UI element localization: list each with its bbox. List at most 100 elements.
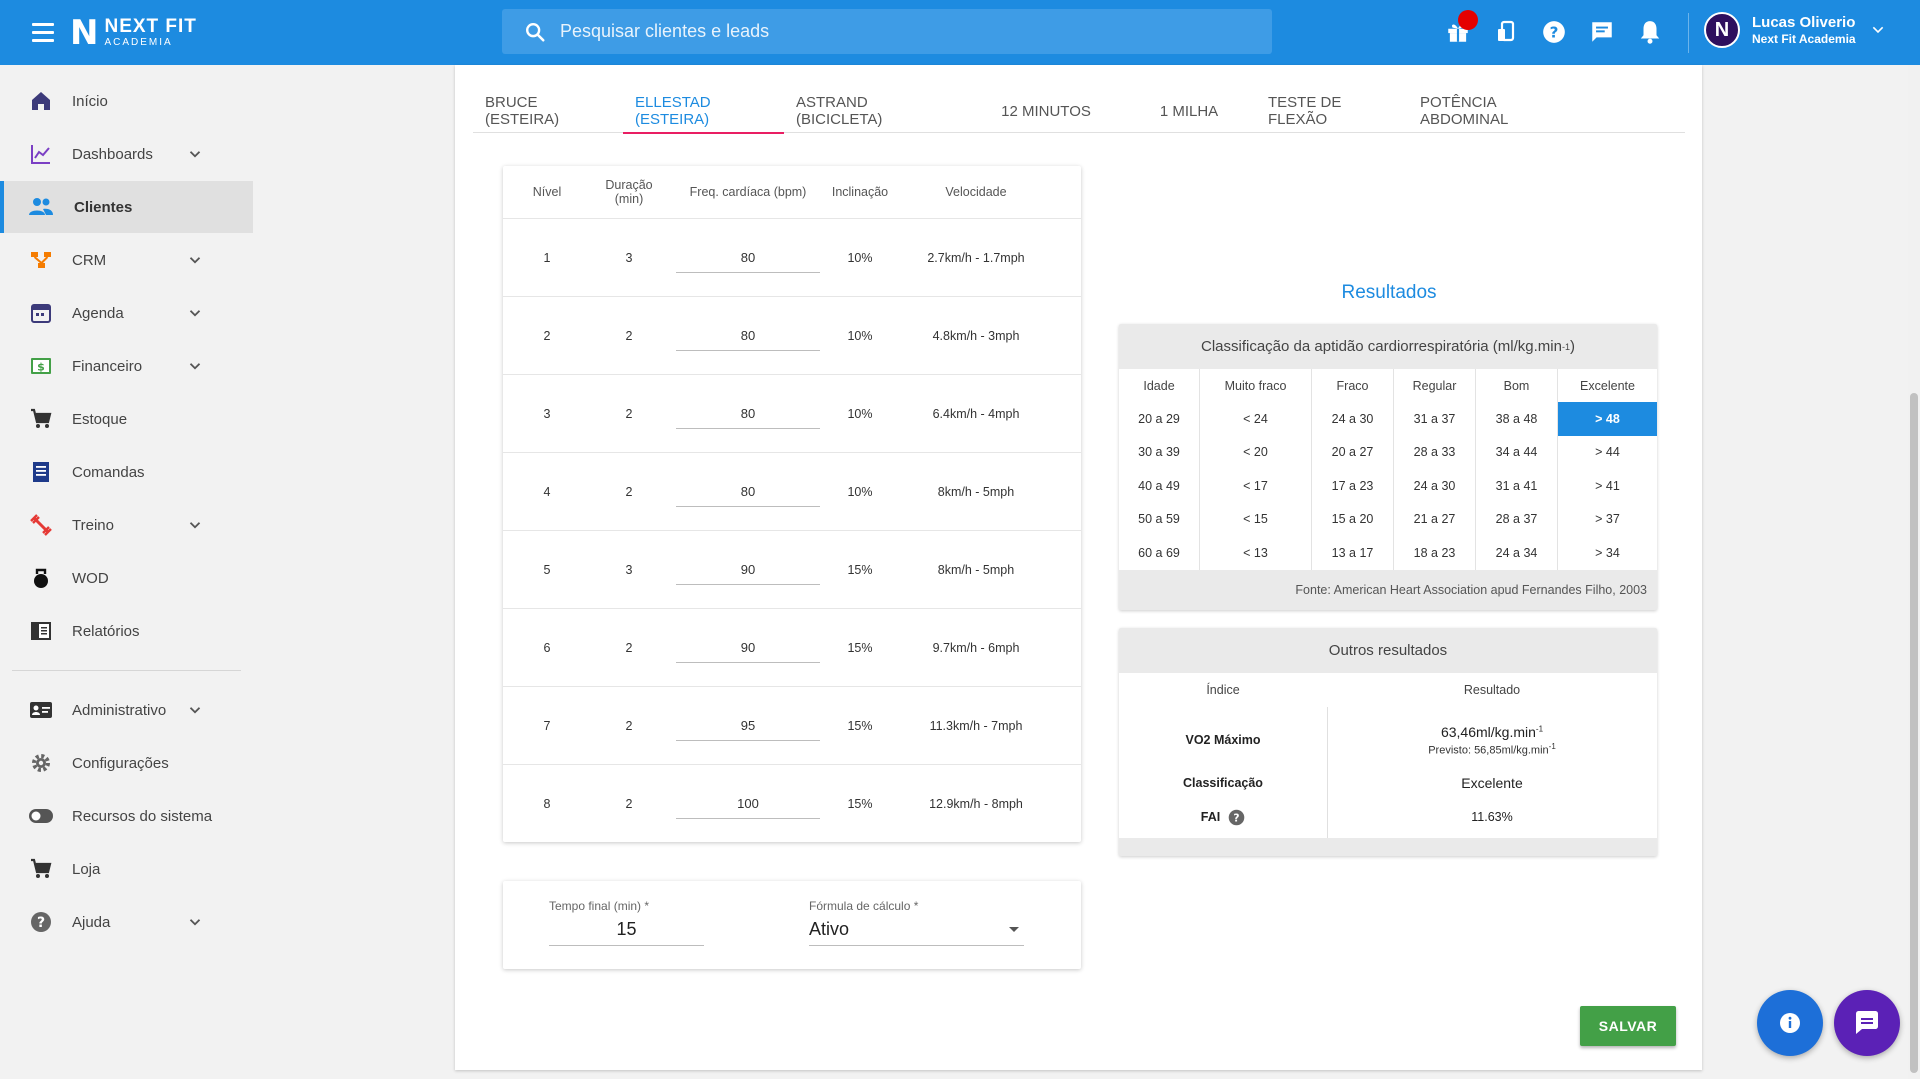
sidebar-item-treino[interactable]: Treino xyxy=(0,499,253,551)
tab-12-minutos[interactable]: 12 MINUTOS xyxy=(1001,102,1091,120)
other-results-panel: Outros resultados Índice Resultado VO2 M… xyxy=(1119,628,1657,856)
sidebar-item-label: WOD xyxy=(72,569,109,587)
sidebar-item-relatorios[interactable]: Relatórios xyxy=(0,605,253,657)
search-input[interactable] xyxy=(560,21,1210,42)
sidebar-item-inicio[interactable]: Início xyxy=(0,75,253,127)
heart-rate-input[interactable] xyxy=(676,320,820,351)
save-button[interactable]: SALVAR xyxy=(1580,1006,1676,1046)
heart-rate-input[interactable] xyxy=(676,554,820,585)
info-button[interactable] xyxy=(1757,990,1823,1056)
classification-cell: < 15 xyxy=(1200,502,1312,536)
info-icon xyxy=(1780,1013,1800,1033)
sidebar-item-clientes[interactable]: Clientes xyxy=(0,181,253,233)
chat-icon[interactable] xyxy=(1582,12,1622,52)
table-row: 60 a 69 < 13 13 a 17 18 a 23 24 a 34 > 34 xyxy=(1119,536,1657,570)
tab-teste-flexao[interactable]: TESTE DE FLEXÃO xyxy=(1268,94,1342,128)
heart-rate-input[interactable] xyxy=(676,476,820,507)
chevron-down-icon[interactable] xyxy=(186,251,204,269)
help-icon: ? xyxy=(28,909,54,935)
tab-ellestad[interactable]: ELLESTAD (ESTEIRA) xyxy=(623,89,784,134)
stage-speed: 8km/h - 5mph xyxy=(937,484,1015,499)
kettlebell-icon xyxy=(28,565,54,591)
table-row: 40 a 49 < 17 17 a 23 24 a 30 31 a 41 > 41 xyxy=(1119,469,1657,503)
sidebar-item-ajuda[interactable]: ? Ajuda xyxy=(0,896,253,948)
classification-cell: 31 a 41 xyxy=(1476,469,1558,503)
stage-duration: 3 xyxy=(625,562,633,577)
user-menu[interactable]: N Lucas Oliverio Next Fit Academia xyxy=(1704,12,1886,48)
table-row: Classificação Excelente xyxy=(1119,770,1657,796)
heart-rate-input[interactable] xyxy=(676,398,820,429)
device-icon[interactable] xyxy=(1486,12,1526,52)
stage-incline: 15% xyxy=(847,562,873,577)
sidebar-item-agenda[interactable]: Agenda xyxy=(0,287,253,339)
stage-incline: 15% xyxy=(847,718,873,733)
tab-bruce[interactable]: BRUCE (ESTEIRA) xyxy=(485,94,560,128)
gift-icon[interactable] xyxy=(1438,10,1478,52)
classification-cell: 21 a 27 xyxy=(1394,502,1476,536)
chevron-down-icon[interactable] xyxy=(186,913,204,931)
chevron-down-icon[interactable] xyxy=(186,357,204,375)
gear-icon xyxy=(28,750,54,776)
logo[interactable]: N NEXT FIT ACADEMIA xyxy=(70,16,197,50)
sidebar-item-wod[interactable]: WOD xyxy=(0,552,253,604)
header-level: Nível xyxy=(532,185,562,199)
stage-speed: 11.3km/h - 7mph xyxy=(929,718,1023,733)
table-row: 50 a 59 < 15 15 a 20 21 a 27 28 a 37 > 37 xyxy=(1119,502,1657,536)
menu-icon[interactable] xyxy=(20,10,66,56)
sidebar-item-label: Treino xyxy=(72,516,114,534)
help-icon[interactable]: ? xyxy=(1228,809,1245,826)
heart-rate-input[interactable] xyxy=(676,632,820,663)
chat-button[interactable] xyxy=(1834,990,1900,1056)
stage-duration: 2 xyxy=(625,484,633,499)
tab-astrand[interactable]: ASTRAND (BICICLETA) xyxy=(796,94,883,128)
vo2-value: 63,46ml/kg.min-1 xyxy=(1440,723,1544,740)
tab-potencia-abdominal[interactable]: POTÊNCIA ABDOMINAL xyxy=(1420,94,1509,128)
sidebar-item-configuracoes[interactable]: Configurações xyxy=(0,737,253,789)
money-icon: $ xyxy=(28,353,54,379)
formula-select[interactable]: Ativo xyxy=(809,913,1024,946)
classification-cell: < 24 xyxy=(1200,402,1312,436)
scrollbar[interactable] xyxy=(1908,65,1920,1079)
table-row: 7 2 15% 11.3km/h - 7mph xyxy=(503,687,1081,765)
final-time-input[interactable]: 15 xyxy=(549,913,704,946)
chevron-down-icon[interactable] xyxy=(186,145,204,163)
classification-cell: 20 a 29 xyxy=(1119,402,1200,436)
classification-cell: > 41 xyxy=(1595,478,1620,493)
chevron-down-icon[interactable] xyxy=(186,701,204,719)
sidebar-item-recursos[interactable]: Recursos do sistema xyxy=(0,790,253,842)
sidebar-item-crm[interactable]: CRM xyxy=(0,234,253,286)
logo-line1: NEXT FIT xyxy=(104,16,197,37)
stage-duration: 3 xyxy=(625,250,633,265)
heart-rate-input[interactable] xyxy=(676,789,820,819)
table-row: 6 2 15% 9.7km/h - 6mph xyxy=(503,609,1081,687)
stage-duration: 2 xyxy=(625,640,633,655)
sidebar-item-administrativo[interactable]: Administrativo xyxy=(0,684,253,736)
chevron-down-icon[interactable] xyxy=(186,304,204,322)
sidebar-item-loja[interactable]: Loja xyxy=(0,843,253,895)
bell-icon[interactable] xyxy=(1630,12,1670,52)
sidebar-item-estoque[interactable]: Estoque xyxy=(0,393,253,445)
sidebar-item-financeiro[interactable]: $ Financeiro xyxy=(0,340,253,392)
sidebar-item-label: Ajuda xyxy=(72,913,111,931)
svg-text:?: ? xyxy=(1234,811,1240,824)
header-heart-rate: Freq. cardíaca (bpm) xyxy=(689,185,807,199)
sidebar-item-comandas[interactable]: Comandas xyxy=(0,446,253,498)
help-icon[interactable]: ? xyxy=(1534,12,1574,52)
test-tabs: BRUCE (ESTEIRA) ELLESTAD (ESTEIRA) ASTRA… xyxy=(473,89,1685,134)
chevron-down-icon[interactable] xyxy=(1870,22,1886,38)
heart-rate-input[interactable] xyxy=(676,242,820,273)
sidebar-item-dashboards[interactable]: Dashboards xyxy=(0,128,253,180)
tab-1-milha[interactable]: 1 MILHA xyxy=(1159,102,1219,120)
stage-speed: 4.8km/h - 3mph xyxy=(932,328,1020,343)
receipt-icon xyxy=(28,459,54,485)
table-row: 20 a 29 < 24 24 a 30 31 a 37 38 a 48 > 48 xyxy=(1119,402,1657,436)
heart-rate-input[interactable] xyxy=(676,710,820,741)
classification-header: Excelente xyxy=(1580,378,1635,393)
sidebar-item-label: CRM xyxy=(72,251,107,269)
stage-duration: 2 xyxy=(625,797,633,811)
stage-speed: 8km/h - 5mph xyxy=(937,562,1015,577)
chevron-down-icon[interactable] xyxy=(186,516,204,534)
table-row: VO2 Máximo 63,46ml/kg.min-1 Previsto: 56… xyxy=(1119,715,1657,765)
scrollbar-thumb[interactable] xyxy=(1910,393,1918,1073)
classification-table: Idade Muito fraco Fraco Regular Bom Excelente… xyxy=(1119,369,1657,570)
